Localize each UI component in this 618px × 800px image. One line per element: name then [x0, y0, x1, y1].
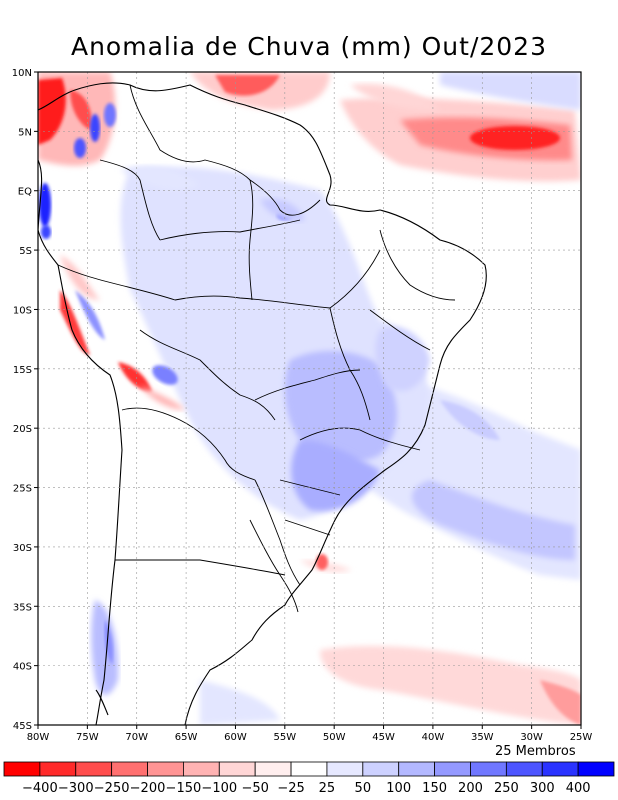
colorbar-label: 25 [319, 781, 336, 796]
colorbar-label: −250 [94, 781, 130, 796]
lat-tick-label: 25S [13, 484, 32, 495]
lat-tick-label: EQ [18, 187, 32, 198]
bolivia-positive [152, 365, 178, 385]
lat-tick-label: 10N [12, 68, 32, 79]
lon-tick-label: 45W [372, 732, 395, 743]
colorbar: −400 −300 −250 −200 −150 −100 −50 −25 25 50 100 150… [3, 761, 615, 796]
lat-tick-label: 5N [18, 127, 32, 138]
lat-tick-label: 40S [13, 662, 32, 673]
colorbar-swatch [326, 761, 364, 777]
lat-tick-label: 10S [13, 305, 32, 316]
colorbar-label: −400 [22, 781, 58, 796]
southeast-brazil-positive [291, 440, 380, 511]
lat-tick-label: 30S [13, 543, 32, 554]
bolivia-negative-outer [140, 385, 185, 410]
lat-tick-label: 35S [13, 602, 32, 613]
colorbar-swatch [290, 761, 328, 777]
colorbar-swatch [147, 761, 184, 777]
northwest-andes-positive-4 [41, 225, 51, 239]
colorbar-label: −150 [166, 781, 202, 796]
colorbar-swatch [505, 761, 543, 777]
map-frame [37, 71, 582, 726]
colorbar-label: 200 [458, 781, 483, 796]
anomaly-field [38, 72, 581, 725]
axis-ticks: 80W 75W 70W 65W 60W 55W 50W 45W 40W 35W 30W 25W 10N 5… [12, 68, 593, 743]
amazon-positive [260, 198, 305, 222]
lon-tick-label: 30W [520, 732, 543, 743]
colorbar-label: 400 [566, 781, 591, 796]
colorbar-label: 300 [530, 781, 555, 796]
peru-negative [60, 290, 90, 355]
colorbar-swatch [470, 761, 507, 777]
atlantic-negative-patch [350, 83, 440, 111]
country-borders [57, 84, 456, 613]
colorbar-label: −25 [277, 781, 304, 796]
lon-tick-label: 50W [323, 732, 346, 743]
peru-negative-outer [60, 255, 100, 300]
members-label: 25 Membros [495, 744, 576, 759]
northwest-negative-2 [70, 90, 92, 130]
colorbar-swatch [183, 761, 220, 777]
colorbar-swatch [111, 761, 148, 777]
northwest-negative-core [38, 78, 66, 145]
bahia-positive [375, 326, 430, 391]
lon-tick-label: 25W [570, 732, 593, 743]
colorbar-swatch [362, 761, 400, 777]
lat-lon-grid [38, 72, 581, 725]
south-atlantic-positive-inner [411, 480, 575, 560]
lon-tick-label: 75W [76, 732, 99, 743]
bolivia-negative [118, 362, 152, 392]
colorbar-label: 50 [355, 781, 372, 796]
south-chile-positive-core [104, 620, 114, 665]
colorbar-label: 250 [494, 781, 519, 796]
south-positive-patch [200, 680, 280, 725]
southern-ocean-negative-core [540, 680, 581, 725]
atlantic-itcz-negative-core [470, 126, 560, 150]
northwest-andes-positive-2 [74, 138, 86, 158]
lon-tick-label: 70W [125, 732, 148, 743]
atlantic-patch [440, 400, 500, 440]
lon-tick-label: 60W [224, 732, 247, 743]
colorbar-label: −50 [241, 781, 268, 796]
colorbar-swatch [3, 761, 41, 777]
lon-tick-label: 80W [27, 732, 50, 743]
colorbar-swatch [577, 761, 615, 777]
northwest-andes-positive-1 [90, 114, 100, 142]
lon-tick-label: 65W [175, 732, 198, 743]
colorbar-swatch [398, 761, 435, 777]
lat-tick-label: 20S [13, 424, 32, 435]
colorbar-label: −100 [201, 781, 237, 796]
peru-positive [75, 290, 105, 340]
north-atlantic-positive [440, 72, 581, 110]
lon-tick-label: 35W [471, 732, 494, 743]
north-coast-negative [215, 75, 280, 96]
south-chile-positive [91, 600, 119, 695]
colorbar-label: −300 [58, 781, 94, 796]
colorbar-label: −200 [130, 781, 166, 796]
lon-tick-label: 55W [274, 732, 297, 743]
lat-tick-label: 5S [19, 246, 32, 257]
colorbar-label: 100 [386, 781, 411, 796]
map-title: Anomalia de Chuva (mm) Out/2023 [70, 32, 547, 61]
colorbar-label: 150 [422, 781, 447, 796]
lat-tick-label: 15S [13, 365, 32, 376]
northwest-andes-positive-3 [39, 183, 51, 227]
uruguay-negative-core [316, 554, 328, 570]
lon-tick-label: 40W [422, 732, 445, 743]
northwest-andes-positive-5 [104, 103, 116, 127]
colorbar-swatch [75, 761, 113, 777]
colorbar-swatch [218, 761, 256, 777]
colorbar-swatch [254, 761, 292, 777]
colorbar-swatch [541, 761, 579, 777]
amazon-west-positive [120, 165, 200, 190]
colorbar-swatch [39, 761, 77, 777]
colorbar-swatch [434, 761, 471, 777]
lat-tick-label: 45S [13, 721, 32, 732]
southern-ocean-negative [320, 645, 581, 725]
